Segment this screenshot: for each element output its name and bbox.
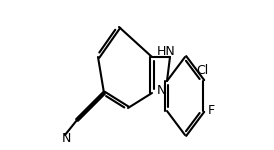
Text: F: F [208, 105, 215, 117]
Text: N: N [62, 132, 71, 144]
Text: HN: HN [157, 45, 176, 58]
Text: N: N [156, 84, 166, 97]
Text: Cl: Cl [196, 64, 208, 77]
